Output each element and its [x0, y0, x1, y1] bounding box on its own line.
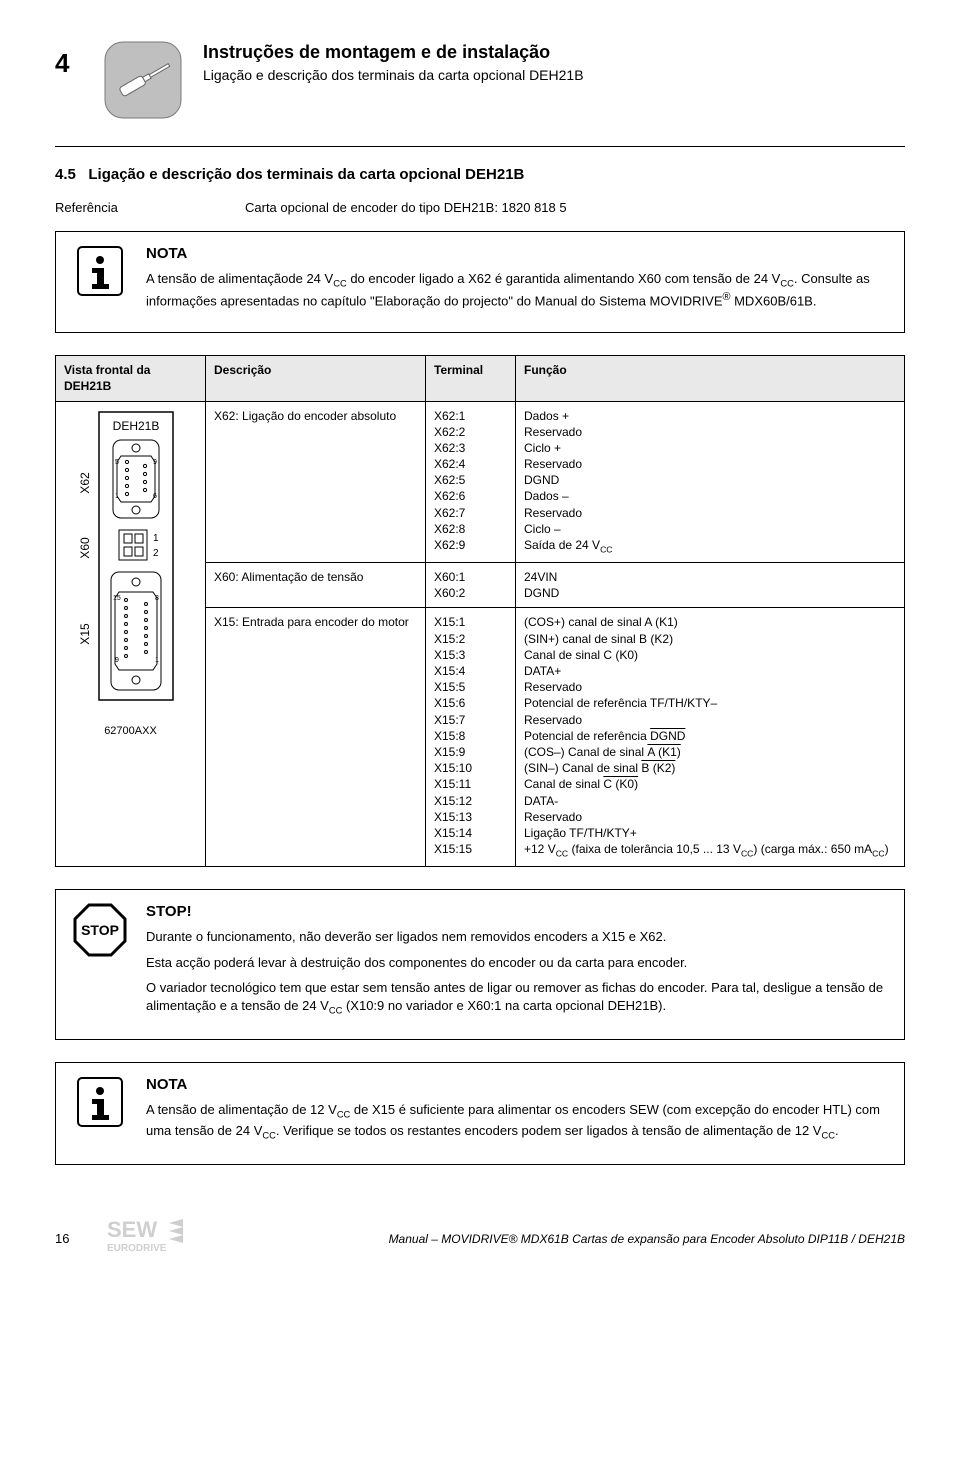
svg-text:9: 9 — [153, 459, 157, 466]
svg-text:5: 5 — [115, 459, 119, 466]
svg-text:SEW: SEW — [107, 1217, 157, 1242]
row2-terms: X15:1X15:2X15:3X15:4X15:5X15:6X15:7X15:8… — [426, 608, 516, 867]
stop-heading: STOP! — [146, 902, 888, 922]
subsection-number: 4.5 — [55, 166, 76, 183]
board-label: DEH21B — [112, 419, 159, 433]
svg-text:9: 9 — [115, 657, 119, 664]
footer-title: Manual – MOVIDRIVE® MDX61B Cartas de exp… — [229, 1231, 905, 1247]
subsection-text: Ligação e descrição dos terminais da car… — [88, 166, 524, 183]
reference-text: Carta opcional de encoder do tipo DEH21B… — [245, 199, 567, 217]
stop-p1: Durante o funcionamento, não deverão ser… — [146, 928, 888, 946]
board-diagram: DEH21B 9 — [71, 408, 191, 718]
screwdriver-icon — [103, 40, 183, 120]
row0-desc: X62: Ligação do encoder absoluto — [206, 401, 426, 563]
row0-funcs: Dados +ReservadoCiclo +ReservadoDGNDDado… — [516, 401, 905, 563]
nota1-heading: NOTA — [146, 244, 888, 264]
svg-text:X60: X60 — [78, 537, 92, 559]
header-subtitle: Ligação e descrição dos terminais da car… — [203, 66, 584, 85]
nota-box-2: NOTA A tensão de alimentação de 12 VCC d… — [55, 1062, 905, 1165]
th-desc: Descrição — [206, 356, 426, 401]
svg-text:6: 6 — [153, 493, 157, 500]
row2-funcs: (COS+) canal de sinal A (K1)(SIN+) canal… — [516, 608, 905, 867]
row0-terms: X62:1X62:2X62:3X62:4X62:5X62:6X62:7X62:8… — [426, 401, 516, 563]
info-icon — [72, 244, 128, 298]
nota2-body: A tensão de alimentação de 12 VCC de X15… — [146, 1101, 888, 1141]
board-figure-cell: DEH21B 9 — [56, 401, 206, 867]
row1-terms: X60:1X60:2 — [426, 563, 516, 608]
nota-box-1: NOTA A tensão de alimentaçãode 24 VCC do… — [55, 231, 905, 333]
svg-text:X62: X62 — [78, 472, 92, 494]
terminals-table: Vista frontal da DEH21B Descrição Termin… — [55, 355, 905, 867]
svg-text:2: 2 — [153, 548, 159, 559]
reference-row: Referência Carta opcional de encoder do … — [55, 199, 905, 217]
header-text: Instruções de montagem e de instalação L… — [203, 40, 584, 85]
stop-box: STOP STOP! Durante o funcionamento, não … — [55, 889, 905, 1040]
svg-text:X15: X15 — [78, 623, 92, 645]
page-number: 16 — [55, 1230, 95, 1248]
page-header: 4 Instruções de montagem e de instalação… — [55, 40, 905, 120]
section-number: 4 — [55, 40, 83, 81]
th-figure: Vista frontal da DEH21B — [56, 356, 206, 401]
svg-text:EURODRIVE: EURODRIVE — [107, 1243, 167, 1254]
nota1-body: A tensão de alimentaçãode 24 VCC do enco… — [146, 270, 888, 310]
row1-desc: X60: Alimentação de tensão — [206, 563, 426, 608]
th-term: Terminal — [426, 356, 516, 401]
stop-p3: O variador tecnológico tem que estar sem… — [146, 979, 888, 1017]
svg-text:8: 8 — [155, 595, 159, 602]
header-title: Instruções de montagem e de instalação — [203, 40, 584, 64]
svg-text:15: 15 — [113, 595, 121, 602]
stop-icon: STOP — [72, 902, 128, 958]
row2-desc: X15: Entrada para encoder do motor — [206, 608, 426, 867]
row1-funcs: 24VINDGND — [516, 563, 905, 608]
header-rule — [55, 146, 905, 147]
page-footer: 16 SEW EURODRIVE Manual – MOVIDRIVE® MDX… — [0, 1217, 960, 1286]
reference-label: Referência — [55, 199, 195, 217]
svg-text:STOP: STOP — [81, 922, 119, 938]
brand-logo-icon: SEW EURODRIVE — [107, 1217, 217, 1262]
svg-text:1: 1 — [155, 657, 159, 664]
svg-text:1: 1 — [115, 493, 119, 500]
stop-p2: Esta acção poderá levar à destruição dos… — [146, 954, 888, 972]
th-func: Função — [516, 356, 905, 401]
nota2-heading: NOTA — [146, 1075, 888, 1095]
svg-text:1: 1 — [153, 533, 159, 544]
subsection-title: 4.5 Ligação e descrição dos terminais da… — [55, 165, 905, 185]
info-icon — [72, 1075, 128, 1129]
board-caption: 62700AXX — [64, 724, 197, 739]
